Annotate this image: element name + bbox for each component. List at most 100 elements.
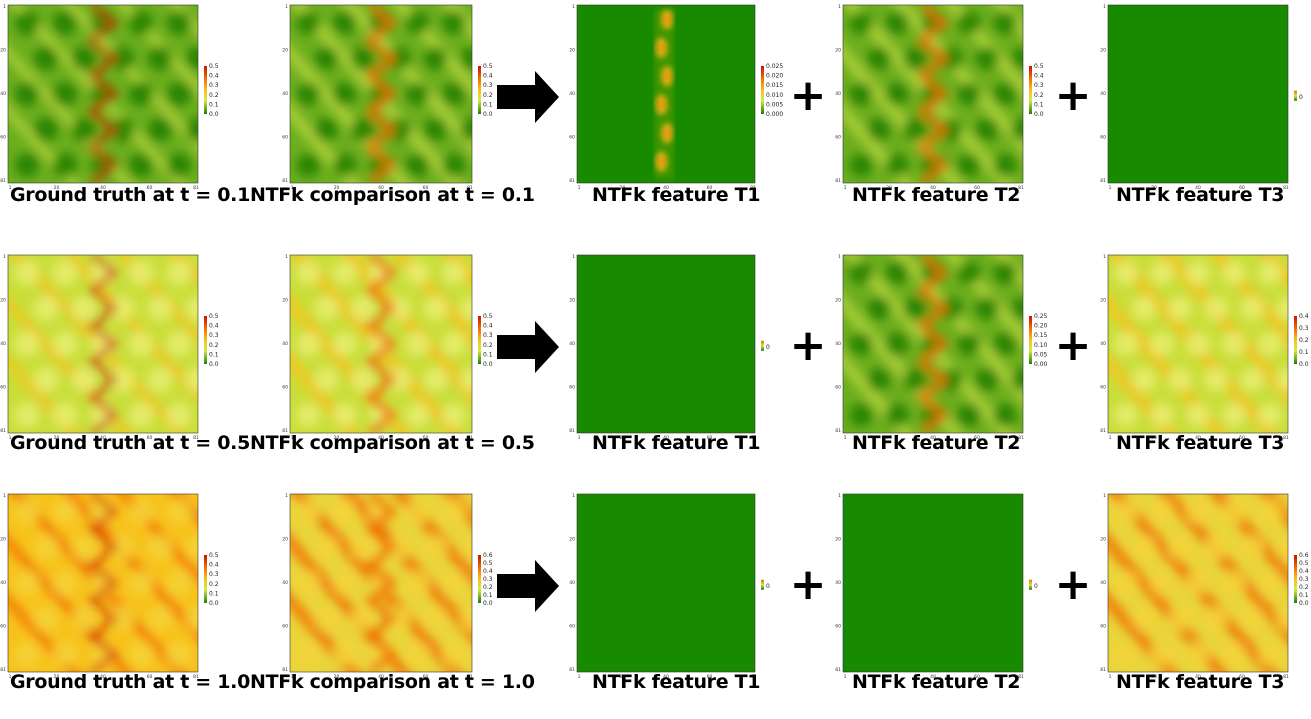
y-tick-label: 40 xyxy=(1100,91,1106,97)
arrow-icon xyxy=(497,321,559,373)
arrow-icon xyxy=(497,560,559,612)
colorbar: 0.60.50.40.30.20.10.0 xyxy=(1294,552,1309,607)
x-tick-label: 20 xyxy=(620,185,626,191)
y-tick-label: 20 xyxy=(0,298,6,304)
panel-t01-4: 1 1 20 20 40 40 60 60 81 81 0.5 0.4 0.3 0.2 0.1 0.0 xyxy=(835,4,1044,191)
x-tick-label: 40 xyxy=(663,185,669,191)
panel-caption: NTFk feature T3 xyxy=(1116,432,1285,454)
x-tick-label: 40 xyxy=(663,674,669,680)
y-tick-label: 60 xyxy=(1100,135,1106,141)
x-tick-label: 81 xyxy=(1283,435,1289,441)
x-tick-label: 20 xyxy=(886,674,892,680)
panels-layer: 1 1 20 20 40 40 60 60 81 81 0.50.40.30.20.10.0 1 1 20… xyxy=(0,4,1309,680)
panel-t10-4: 1 1 20 20 40 40 60 60 81 81 0 xyxy=(835,493,1038,680)
x-tick-label: 40 xyxy=(663,435,669,441)
colorbar-tick-label: 0.020 xyxy=(766,73,783,80)
colorbar-tick-label: 0.5 xyxy=(1034,63,1044,70)
colorbar: 0.5 0.4 0.3 0.2 0.1 0.0 xyxy=(204,63,219,118)
x-tick-label: 1 xyxy=(291,674,294,680)
x-tick-label: 60 xyxy=(1239,435,1245,441)
uniform-field xyxy=(577,255,755,433)
x-tick-label: 40 xyxy=(100,674,106,680)
y-tick-label: 40 xyxy=(282,341,288,347)
x-tick-label: 1 xyxy=(844,435,847,441)
colorbar-tick-label: 0.0 xyxy=(483,111,493,118)
x-tick-label: 1 xyxy=(578,185,581,191)
y-tick-label: 20 xyxy=(835,537,841,543)
colorbar-gradient xyxy=(204,66,207,114)
colorbar-tick-label: 0.00 xyxy=(1034,361,1048,368)
y-tick-label: 40 xyxy=(0,91,6,97)
x-tick-label: 81 xyxy=(467,435,473,441)
colorbar-tick-label: 0.4 xyxy=(1299,313,1309,320)
colorbar-tick-label: 0.0 xyxy=(1034,111,1044,118)
x-tick-label: 60 xyxy=(423,185,429,191)
y-tick-label: 20 xyxy=(835,298,841,304)
y-tick-label: 20 xyxy=(282,298,288,304)
y-tick-label: 81 xyxy=(0,428,6,434)
panel-caption: NTFk feature T1 xyxy=(592,671,761,693)
x-tick-label: 40 xyxy=(378,435,384,441)
panel-caption: NTFk feature T3 xyxy=(1116,184,1285,206)
panel-field xyxy=(1108,255,1288,433)
x-tick-label: 81 xyxy=(193,435,199,441)
colorbar-gradient xyxy=(1294,316,1297,364)
colorbar-tick-label: 0 xyxy=(1034,583,1038,590)
panel-t10-1: 1 1 20 20 40 40 60 60 81 81 0.5 0.4 0.3 0.2 0.1 0.0 xyxy=(0,493,219,680)
y-tick-label: 81 xyxy=(0,667,6,673)
colorbar-gradient xyxy=(1294,90,1297,101)
colorbar-tick-label: 0.4 xyxy=(1034,73,1044,80)
x-tick-label: 20 xyxy=(334,435,340,441)
colorbar: 0 xyxy=(761,579,770,590)
colorbar-tick-label: 0.2 xyxy=(483,342,493,349)
colorbar-tick-label: 0.000 xyxy=(766,111,783,118)
colorbar-tick-label: 0.3 xyxy=(1034,82,1044,89)
panel-caption: Ground truth at t = 1.0 xyxy=(10,671,250,693)
y-tick-label: 40 xyxy=(282,580,288,586)
colorbar-tick-label: 0.4 xyxy=(209,562,219,569)
colorbar-gradient xyxy=(478,555,481,603)
panel-field xyxy=(577,5,755,183)
x-tick-label: 81 xyxy=(750,435,756,441)
x-tick-label: 20 xyxy=(886,185,892,191)
row-t05: 1 1 20 20 40 40 60 60 81 81 0.5 0.4 0.3 0.2 0.1 0.0 1 1 20… xyxy=(0,254,1309,441)
x-tick-label: 60 xyxy=(707,185,713,191)
colorbar-tick-label: 0.2 xyxy=(483,92,493,99)
colorbar-tick-label: 0 xyxy=(766,344,770,351)
colorbar-tick-label: 0.3 xyxy=(1299,325,1309,332)
colorbar: 0 xyxy=(1294,90,1303,101)
colorbar-gradient xyxy=(204,316,207,364)
colorbar: 0.5 0.4 0.3 0.2 0.1 0.0 xyxy=(204,552,219,607)
y-tick-label: 81 xyxy=(569,428,575,434)
colorbar-tick-label: 0.5 xyxy=(209,552,219,559)
x-tick-label: 20 xyxy=(1151,674,1157,680)
y-tick-label: 60 xyxy=(569,624,575,630)
y-tick-label: 20 xyxy=(569,48,575,54)
y-tick-label: 20 xyxy=(1100,537,1106,543)
x-tick-label: 40 xyxy=(930,435,936,441)
colorbar-tick-label: 0.0 xyxy=(209,600,219,607)
x-tick-label: 20 xyxy=(54,435,60,441)
x-tick-label: 40 xyxy=(378,185,384,191)
y-tick-label: 40 xyxy=(835,341,841,347)
y-tick-label: 81 xyxy=(569,178,575,184)
panel-caption: NTFk feature T2 xyxy=(852,432,1021,454)
colorbar-tick-label: 0.05 xyxy=(1034,351,1048,358)
colorbar: 0.025 0.020 0.015 0.010 0.005 0.000 xyxy=(761,63,783,118)
x-tick-label: 1 xyxy=(1109,674,1112,680)
y-tick-label: 1 xyxy=(572,4,575,10)
colorbar-tick-label: 0.0 xyxy=(1299,600,1309,607)
x-tick-label: 81 xyxy=(467,185,473,191)
panel-field xyxy=(1108,494,1288,672)
x-tick-label: 20 xyxy=(1151,435,1157,441)
x-tick-label: 40 xyxy=(100,435,106,441)
y-tick-label: 20 xyxy=(0,537,6,543)
x-tick-label: 40 xyxy=(1195,674,1201,680)
panel-t05-1: 1 1 20 20 40 40 60 60 81 81 0.5 0.4 0.3 0.2 0.1 0.0 xyxy=(0,254,218,441)
colorbar-tick-label: 0.5 xyxy=(483,63,493,70)
y-tick-label: 1 xyxy=(285,4,288,10)
y-tick-label: 40 xyxy=(569,341,575,347)
y-tick-label: 60 xyxy=(1100,385,1106,391)
plus-operator: + xyxy=(790,70,827,121)
y-tick-label: 60 xyxy=(835,624,841,630)
